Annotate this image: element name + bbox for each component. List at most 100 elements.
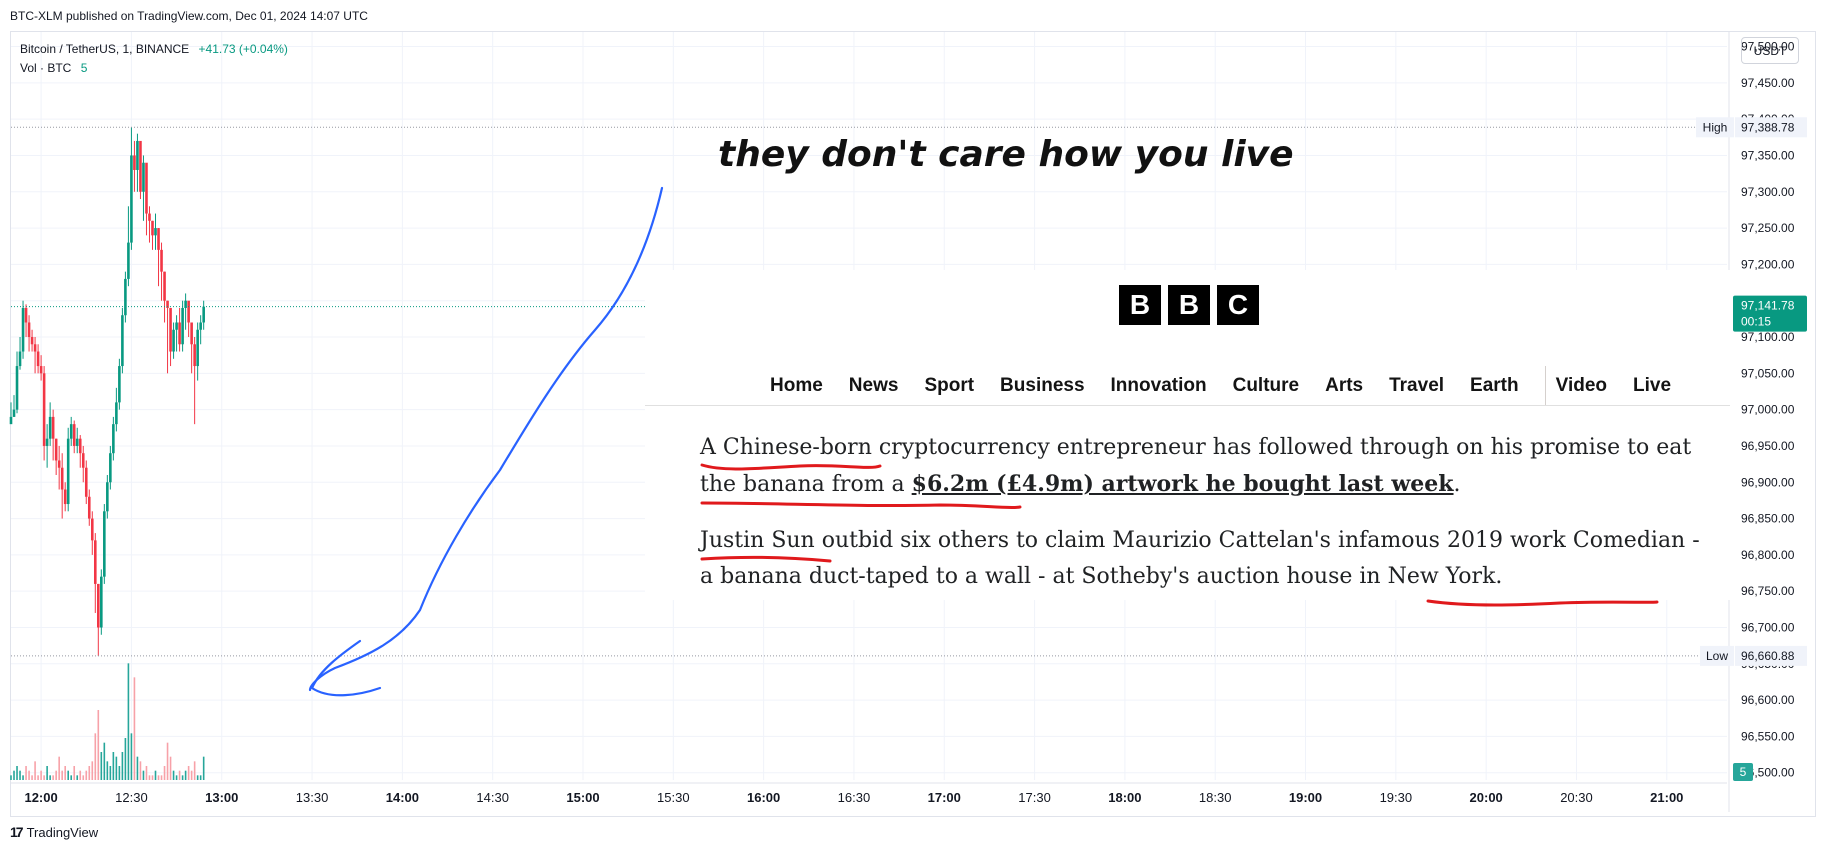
volume-bar: [70, 775, 73, 780]
tradingview-logo[interactable]: 17 TradingView: [10, 824, 98, 840]
tradingview-logo-icon: 17: [10, 824, 24, 840]
y-tick-label: 96,750.00: [1741, 584, 1795, 598]
candle-body: [54, 438, 58, 461]
chart-legend: Bitcoin / TetherUS, 1, BINANCE +41.73 (+…: [20, 40, 288, 78]
volume-bar: [67, 770, 69, 780]
x-tick-label: 15:30: [657, 790, 690, 805]
candle-body: [36, 351, 40, 367]
candle-body: [163, 271, 166, 301]
y-tick-label: 97,200.00: [1741, 257, 1795, 271]
candle-body: [48, 416, 52, 439]
price-change: +41.73 (+0.04%): [198, 42, 288, 56]
volume-bar: [37, 775, 39, 780]
nav-arts[interactable]: Arts: [1325, 375, 1364, 396]
nav-live[interactable]: Live: [1633, 375, 1672, 396]
paragraph-1-text: A Chinese-born cryptocurrency entreprene…: [700, 435, 1692, 497]
volume-bar: [151, 775, 154, 780]
volume-bar: [25, 766, 27, 780]
x-tick-label: 20:30: [1560, 790, 1593, 805]
bbc-logo-c: C: [1217, 285, 1259, 325]
article-paragraph-1: A Chinese-born cryptocurrency entreprene…: [700, 430, 1710, 503]
candle-body: [103, 511, 106, 577]
x-tick-label: 14:30: [476, 790, 509, 805]
volume-bar: [127, 663, 130, 780]
nav-culture[interactable]: Culture: [1232, 375, 1300, 396]
low-label-box: [1700, 645, 1734, 666]
low-value-box: [1735, 645, 1807, 666]
bbc-nav: Home News Sport Business Innovation Cult…: [770, 366, 1697, 406]
volume-bar: [88, 766, 91, 780]
nav-news[interactable]: News: [848, 375, 899, 396]
candle-body: [24, 307, 28, 323]
symbol-label[interactable]: Bitcoin / TetherUS, 1, BINANCE: [20, 42, 190, 56]
volume-bar: [82, 775, 85, 780]
volume-bar: [61, 770, 63, 780]
nav-earth[interactable]: Earth: [1470, 375, 1519, 396]
candle-body: [121, 315, 124, 367]
volume-label[interactable]: Vol · BTC: [20, 61, 72, 75]
nav-video[interactable]: Video: [1555, 375, 1608, 396]
volume-bar: [145, 766, 148, 780]
volume-bar: [73, 766, 76, 780]
candle-body: [169, 307, 172, 352]
y-tick-label: 96,850.00: [1741, 512, 1795, 526]
x-tick-label: 12:00: [24, 790, 57, 805]
y-tick-label: 97,450.00: [1741, 76, 1795, 90]
candle-body: [93, 540, 97, 584]
candle-body: [136, 140, 139, 170]
high-value-box: [1735, 117, 1807, 138]
volume-bar: [202, 756, 205, 780]
volume-bar: [199, 775, 202, 780]
volume-bar: [178, 770, 181, 780]
volume-bar: [100, 752, 103, 780]
nav-business[interactable]: Business: [1000, 375, 1085, 396]
x-tick-label: 19:30: [1380, 790, 1413, 805]
candle-body: [66, 438, 70, 505]
nav-separator: [1544, 366, 1546, 406]
y-tick-label: 97,000.00: [1741, 403, 1795, 417]
candle-body: [72, 424, 76, 446]
candle-body: [178, 322, 181, 345]
currency-button[interactable]: USDT: [1741, 37, 1799, 64]
y-tick-label: 96,550.00: [1741, 729, 1795, 743]
x-tick-label: 16:00: [747, 790, 780, 805]
candle-body: [9, 416, 13, 425]
volume-bar: [97, 710, 100, 780]
candle-body: [139, 140, 142, 192]
volume-bar: [193, 761, 196, 780]
y-tick-label: 96,600.00: [1741, 693, 1795, 707]
candle-body: [145, 162, 148, 214]
candle-body: [33, 344, 37, 352]
candle-body: [63, 489, 67, 505]
candle-body: [118, 366, 121, 403]
volume-bar: [31, 775, 33, 780]
volume-bar: [28, 770, 30, 780]
volume-bar: [49, 775, 51, 780]
volume-bar: [175, 775, 178, 780]
high-label-box: [1696, 117, 1734, 138]
nav-home[interactable]: Home: [770, 375, 823, 396]
candle-body: [151, 220, 154, 236]
candle-body: [69, 424, 73, 439]
candle-body: [196, 329, 199, 367]
y-tick-label: 96,500.00: [1741, 766, 1795, 780]
volume-bar: [154, 770, 157, 780]
artwork-link[interactable]: $6.2m (£4.9m) artwork he bought last wee…: [911, 471, 1454, 497]
candle-body: [84, 467, 88, 497]
volume-bar: [139, 761, 142, 780]
nav-sport[interactable]: Sport: [924, 375, 975, 396]
y-tick-label: 97,500.00: [1741, 40, 1795, 54]
volume-bar: [163, 766, 166, 780]
y-tick-label: 97,100.00: [1741, 330, 1795, 344]
volume-bar: [52, 775, 54, 780]
candle-body: [133, 155, 136, 170]
nav-innovation[interactable]: Innovation: [1110, 375, 1207, 396]
candle-body: [148, 213, 151, 221]
nav-travel[interactable]: Travel: [1389, 375, 1445, 396]
volume-bar: [103, 742, 106, 780]
candle-body: [166, 300, 169, 308]
candle-body: [106, 482, 109, 512]
candle-body: [142, 162, 145, 192]
x-tick-label: 17:00: [928, 790, 961, 805]
